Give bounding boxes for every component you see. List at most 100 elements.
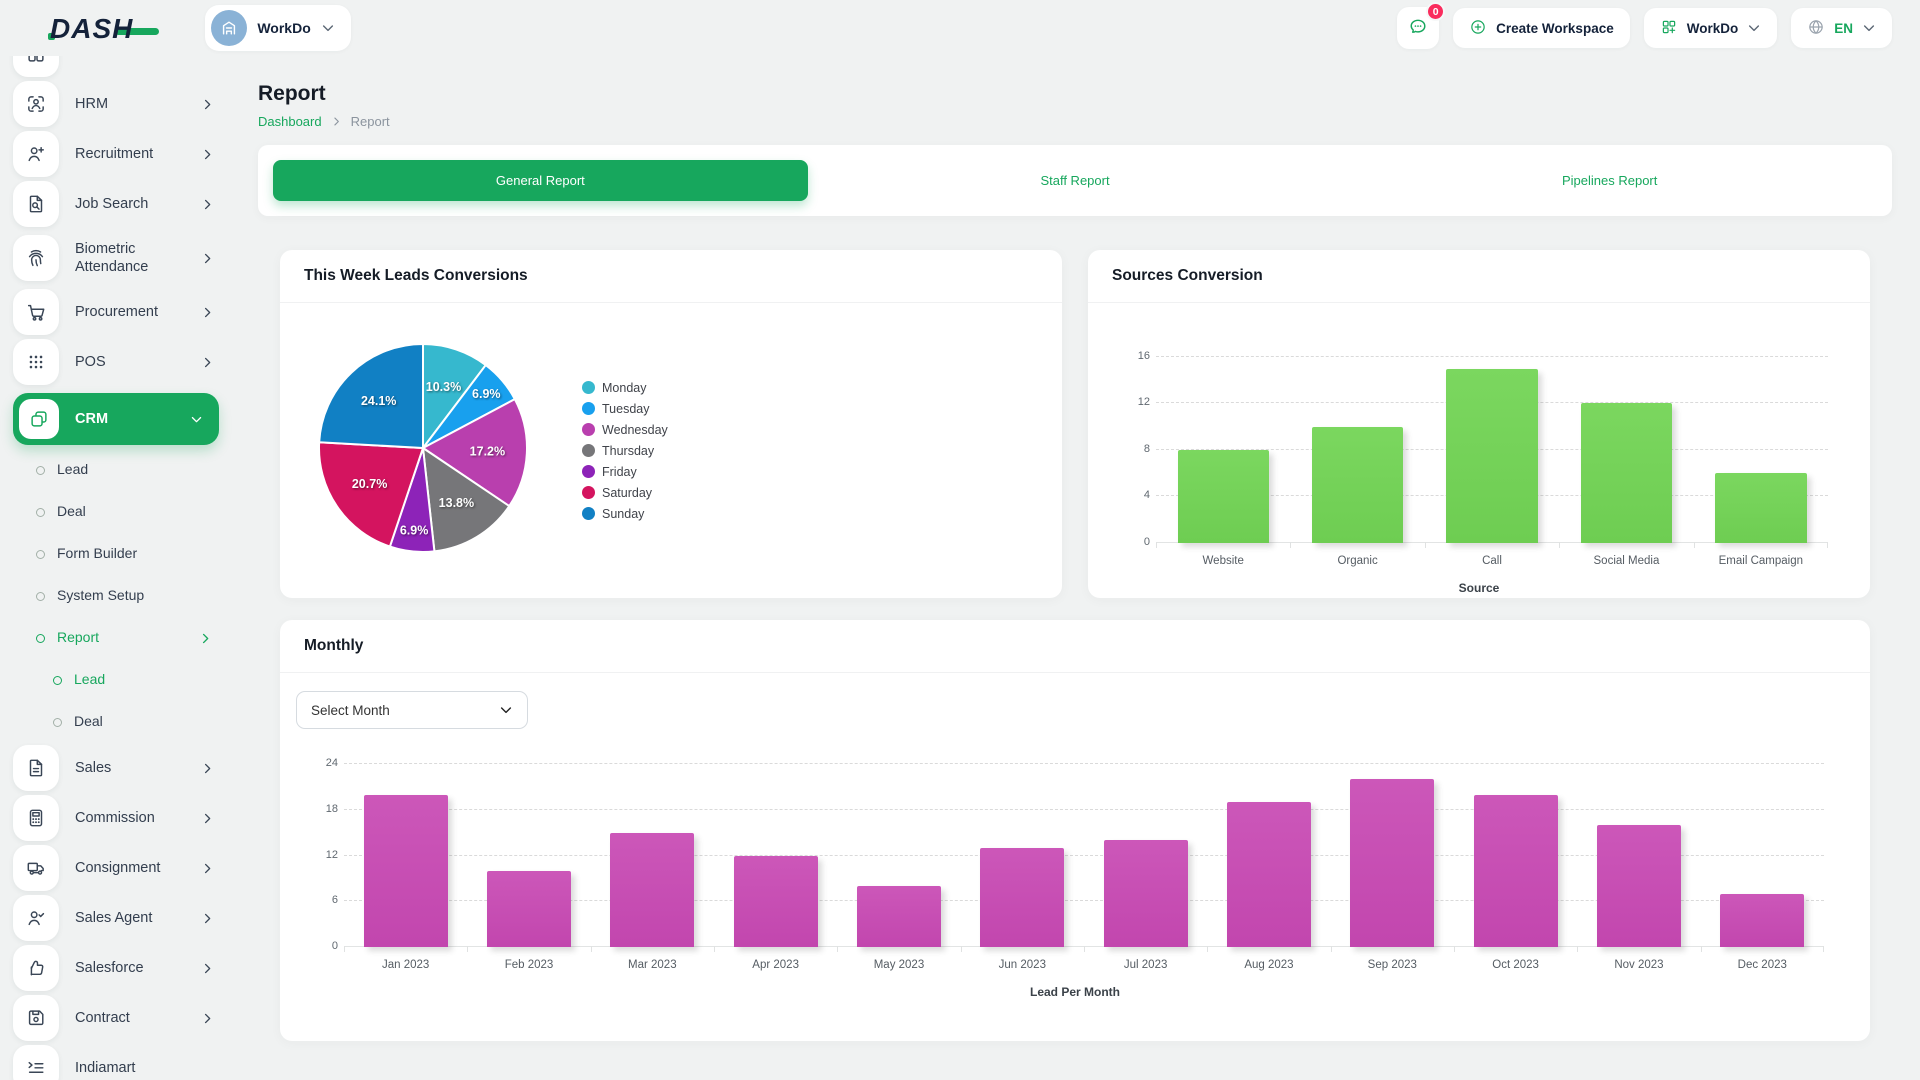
- sidebar-item-label: POS: [75, 353, 106, 370]
- sidebar-item-label: Procurement: [75, 303, 159, 320]
- bar-aug-2023: [1227, 802, 1311, 947]
- y-tick-label: 12: [1137, 396, 1150, 409]
- pie-slice-thursday: [422, 447, 511, 553]
- sidebar-item-commission[interactable]: Commission: [0, 793, 232, 843]
- apps-grid-icon: [1660, 18, 1678, 39]
- month-select-value: Select Month: [311, 702, 390, 718]
- y-tick-label: 8: [1143, 442, 1150, 455]
- list-arrow-icon: [13, 1045, 59, 1080]
- legend-item-tuesday[interactable]: Tuesday: [582, 398, 668, 419]
- sidebar-item-recruitment[interactable]: Recruitment: [0, 129, 232, 179]
- x-tick-label: Sep 2023: [1330, 946, 1454, 971]
- bar-social-media: [1580, 403, 1673, 543]
- sidebar-item-pos[interactable]: POS: [0, 337, 232, 387]
- legend-item-monday[interactable]: Monday: [582, 377, 668, 398]
- monthly-card: Monthly Select Month 0 6 12 18 24 Jan 2023 Fe…: [280, 620, 1870, 1041]
- create-workspace-label: Create Workspace: [1496, 20, 1614, 36]
- breadcrumb: Dashboard Report: [258, 114, 1892, 129]
- sidebar-item-contract[interactable]: Contract: [0, 993, 232, 1043]
- chevron-right-icon: [201, 912, 214, 925]
- monthly-leads-chart: 0 6 12 18 24 Jan 2023 Feb 2023 Mar 2023 Apr 202…: [280, 733, 1870, 999]
- language-selector[interactable]: EN: [1791, 8, 1892, 48]
- chevron-down-icon: [190, 413, 203, 426]
- sidebar-item-crm[interactable]: CRM: [13, 393, 219, 445]
- cart-icon: [13, 289, 59, 335]
- legend-dot-icon: [582, 423, 595, 436]
- bar-organic: [1311, 426, 1404, 543]
- legend-dot-icon: [582, 486, 595, 499]
- pie-slice-label: 6.9%: [472, 387, 501, 401]
- sidebar-item-indiamart[interactable]: Indiamart: [0, 1043, 232, 1080]
- sidebar-item-job-search[interactable]: Job Search: [0, 179, 232, 229]
- sidebar-item-sales-agent[interactable]: Sales Agent: [0, 893, 232, 943]
- app-logo[interactable]: DASH: [48, 13, 160, 45]
- recruitment-icon: [13, 131, 59, 177]
- workspace-switcher[interactable]: WorkDo: [205, 5, 351, 51]
- sources-conversion-chart: 0 4 8 12 16 Website Organic Call Social Media Em…: [1088, 303, 1870, 595]
- sidebar-item-salesforce[interactable]: Salesforce: [0, 943, 232, 993]
- chevron-right-icon: [201, 148, 214, 161]
- job-search-icon: [13, 181, 59, 227]
- breadcrumb-separator-icon: [331, 116, 342, 127]
- sidebar-item-label: Form Builder: [57, 545, 138, 562]
- sidebar-item-system-setup[interactable]: System Setup: [0, 575, 232, 617]
- chevron-right-icon: [201, 762, 214, 775]
- workspace-name: WorkDo: [257, 20, 311, 36]
- sidebar-item-consignment[interactable]: Consignment: [0, 843, 232, 893]
- sidebar-item-label: Salesforce: [75, 959, 144, 976]
- legend-item-saturday[interactable]: Saturday: [582, 482, 668, 503]
- main-content: Report Dashboard Report General Report St…: [232, 56, 1920, 1080]
- weekly-leads-pie-chart: 10.3% 6.9% 17.2% 13.8% 6.9% 20.7% 24.1%: [306, 331, 540, 570]
- legend-item-sunday[interactable]: Sunday: [582, 503, 668, 524]
- sidebar-item-deal[interactable]: Deal: [0, 491, 232, 533]
- messages-button[interactable]: 0: [1397, 2, 1446, 49]
- tab-staff-report[interactable]: Staff Report: [1040, 173, 1110, 188]
- chevron-right-icon: [201, 962, 214, 975]
- pie-slice-label: 10.3%: [426, 380, 461, 394]
- y-tick-label: 6: [331, 894, 338, 907]
- legend-item-thursday[interactable]: Thursday: [582, 440, 668, 461]
- bullet-icon: [36, 591, 45, 601]
- breadcrumb-current: Report: [350, 114, 390, 129]
- sidebar-item-label: Lead: [57, 461, 89, 478]
- bar-nov-2023: [1597, 825, 1681, 947]
- app-switcher-label: WorkDo: [1686, 20, 1739, 36]
- sidebar-item-hrm[interactable]: HRM: [0, 79, 232, 129]
- sidebar-item-report[interactable]: Report: [0, 617, 232, 659]
- chevron-right-icon: [201, 862, 214, 875]
- language-label: EN: [1834, 20, 1853, 36]
- floppy-icon: [13, 995, 59, 1041]
- monthly-title: Monthly: [304, 637, 364, 654]
- bar-jan-2023: [363, 794, 448, 947]
- sidebar-item-label: Commission: [75, 809, 155, 826]
- sidebar-item-form-builder[interactable]: Form Builder: [0, 533, 232, 575]
- logo-text: DASH: [50, 13, 134, 44]
- dashboard-icon: [13, 56, 59, 77]
- sidebar-item-label: Deal: [57, 503, 86, 520]
- x-tick-label: Organic: [1290, 542, 1424, 567]
- sidebar-item-report-deal[interactable]: Deal: [0, 701, 232, 743]
- sidebar-item-sales[interactable]: Sales: [0, 743, 232, 793]
- pie-slice-saturday: [318, 441, 424, 548]
- sources-conversion-title: Sources Conversion: [1112, 267, 1263, 284]
- app-switcher-button[interactable]: WorkDo: [1643, 8, 1778, 48]
- x-tick-label: Call: [1424, 542, 1559, 567]
- create-workspace-button[interactable]: Create Workspace: [1453, 8, 1630, 48]
- sidebar-item-lead[interactable]: Lead: [0, 449, 232, 491]
- tab-general-report[interactable]: General Report: [273, 160, 808, 201]
- sidebar-item-partial[interactable]: [0, 56, 232, 79]
- y-tick-label: 18: [325, 802, 338, 815]
- pie-slice-label: 13.8%: [439, 496, 474, 510]
- legend-item-wednesday[interactable]: Wednesday: [582, 419, 668, 440]
- sidebar-item-label: Sales Agent: [75, 909, 153, 926]
- month-select[interactable]: Select Month: [296, 691, 528, 729]
- breadcrumb-dashboard-link[interactable]: Dashboard: [258, 114, 322, 129]
- sidebar: HRM Recruitment Job Search Biometric Att…: [0, 56, 232, 1080]
- sidebar-item-biometric-attendance[interactable]: Biometric Attendance: [0, 229, 232, 287]
- bar-may-2023: [857, 886, 941, 947]
- legend-item-friday[interactable]: Friday: [582, 461, 668, 482]
- topbar: DASH WorkDo 0 Create Workspace WorkDo EN: [0, 0, 1920, 56]
- tab-pipelines-report[interactable]: Pipelines Report: [1561, 173, 1658, 188]
- sidebar-item-report-lead[interactable]: Lead: [0, 659, 232, 701]
- sidebar-item-procurement[interactable]: Procurement: [0, 287, 232, 337]
